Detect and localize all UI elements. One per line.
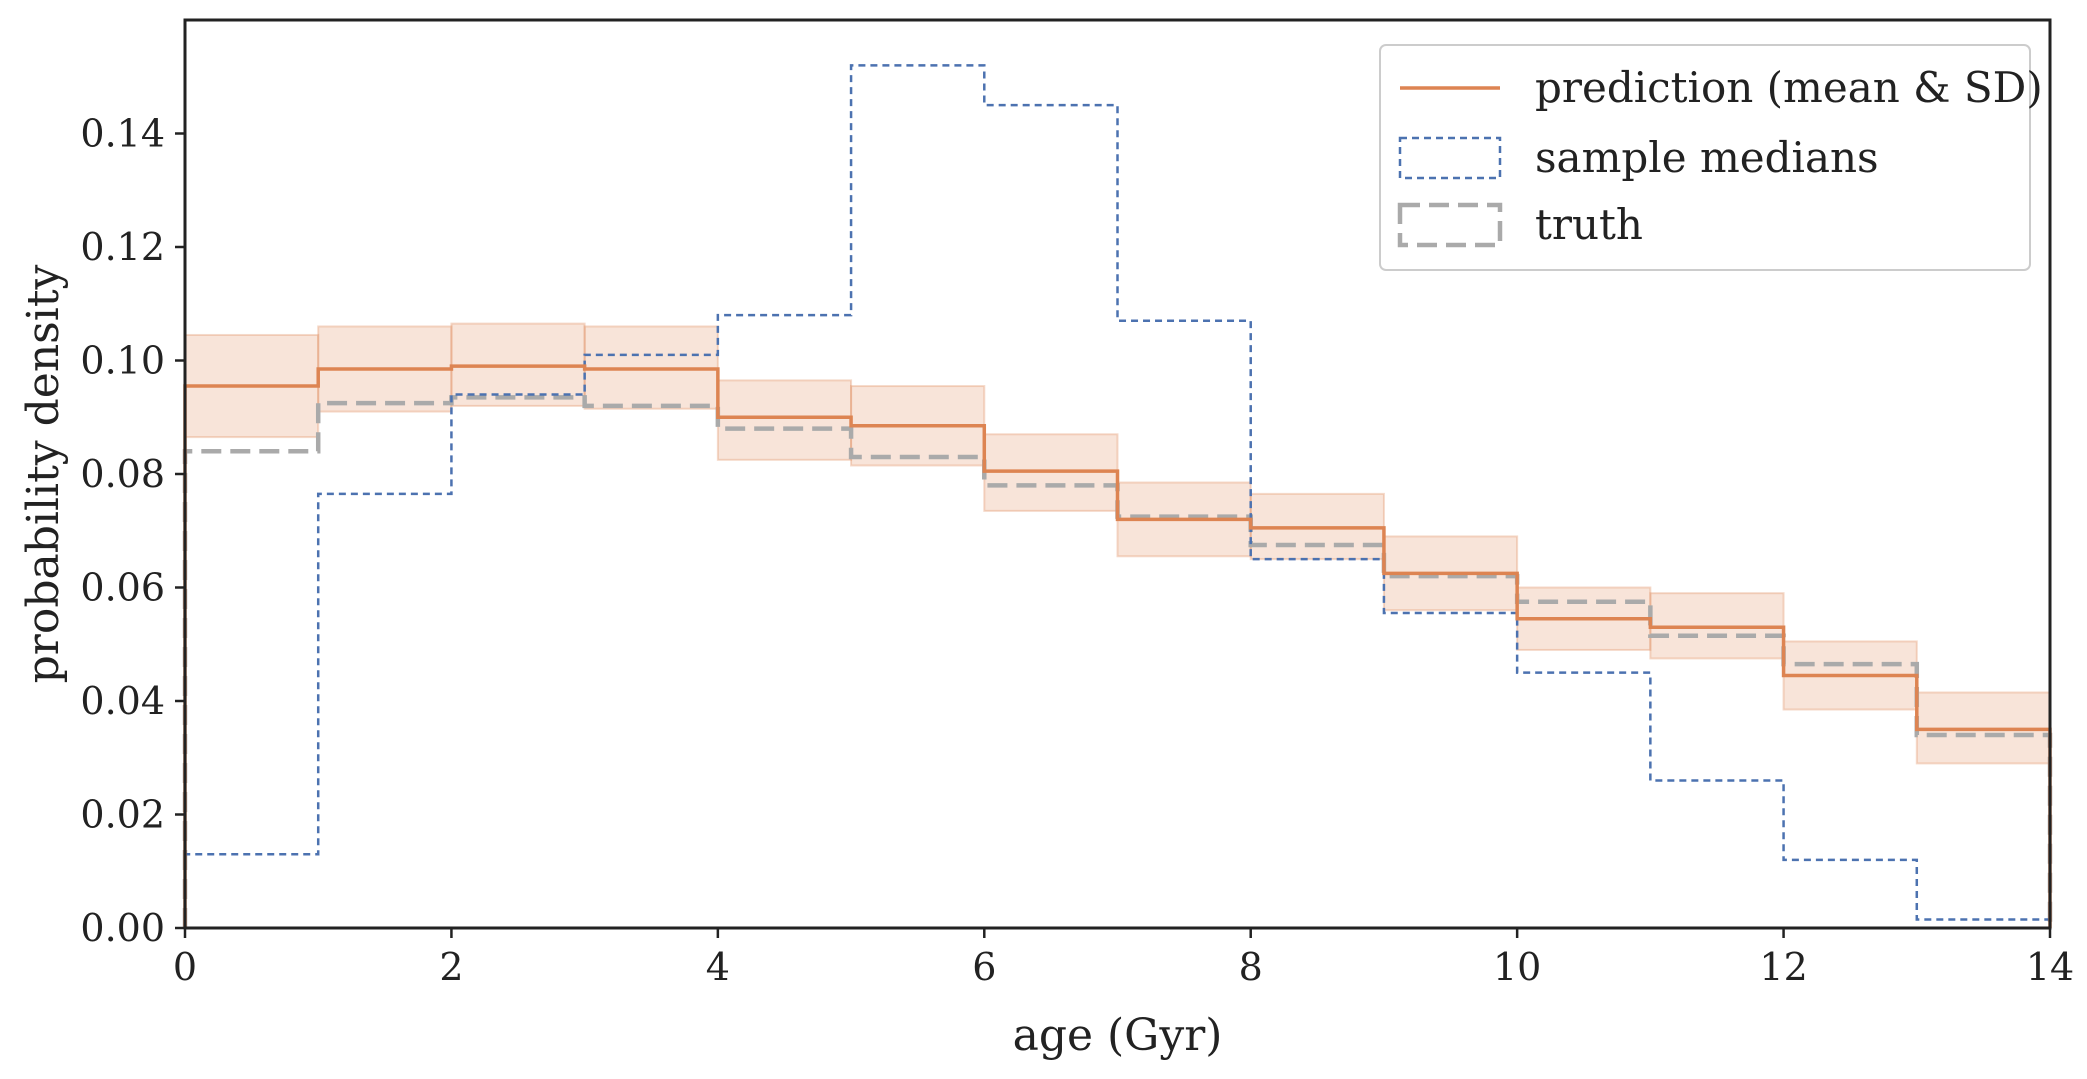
sd-band-bin (716, 379, 853, 461)
x-tick-label: 2 (439, 945, 463, 989)
series-line-0 (183, 364, 2052, 928)
x-axis-label: age (Gyr) (1013, 1010, 1223, 1061)
legend-swatch-medians (1398, 136, 1502, 180)
y-tick-label: 0.14 (80, 112, 165, 156)
y-tick-label: 0.06 (80, 566, 165, 610)
y-axis-label: probability density (18, 264, 69, 683)
series-layer (182, 64, 2053, 928)
x-tick-label: 12 (1759, 945, 1807, 989)
x-tick-label: 6 (972, 945, 996, 989)
x-tick-label: 14 (2026, 945, 2074, 989)
sd-band-layer (184, 322, 2052, 765)
x-tick-label: 8 (1239, 945, 1263, 989)
legend-label: sample medians (1535, 133, 1879, 182)
legend-items: prediction (mean & SD) sample medians trut… (1397, 63, 2043, 249)
y-tick-label: 0.08 (80, 452, 165, 496)
legend: prediction (mean & SD) sample medians trut… (1379, 44, 2043, 271)
series-line-1 (183, 64, 2052, 928)
legend-label: truth (1535, 200, 1643, 249)
y-tick-label: 0.02 (80, 793, 165, 837)
x-tick-label: 10 (1493, 945, 1541, 989)
y-tick-label: 0.00 (80, 906, 165, 950)
y-tick-label: 0.12 (80, 225, 165, 269)
ticks-layer: 0 2 4 6 8 10 12 14 0.00 0.02 0.04 0.06 0.08 0.10 0.12 0… (80, 112, 2074, 990)
y-tick-label: 0.10 (80, 339, 165, 383)
legend-label: prediction (mean & SD) (1535, 63, 2043, 112)
x-tick-label: 0 (173, 945, 197, 989)
legend-box (1379, 44, 2031, 271)
y-tick-label: 0.04 (80, 679, 165, 723)
x-tick-label: 4 (706, 945, 730, 989)
legend-swatch-truth (1397, 202, 1503, 248)
